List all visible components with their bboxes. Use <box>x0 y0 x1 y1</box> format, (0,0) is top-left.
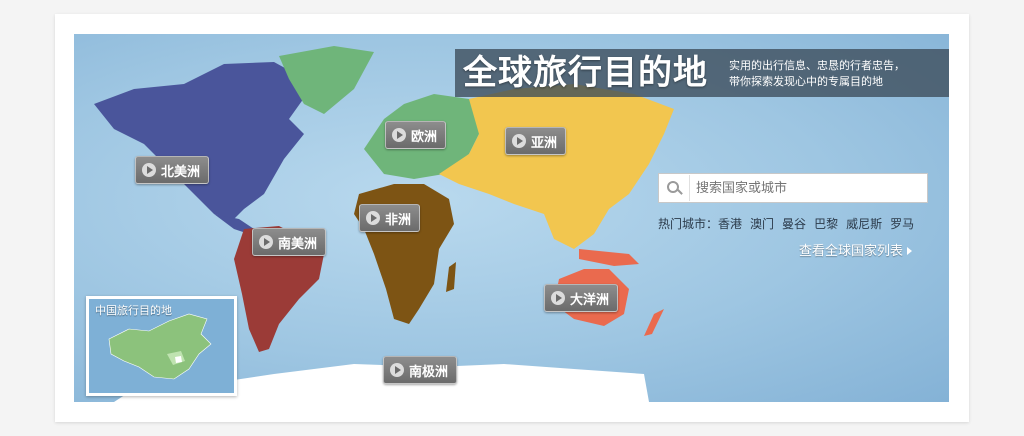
continent-label: 北美洲 <box>161 164 201 180</box>
continent-button-antarctica[interactable]: 南极洲 <box>383 356 458 384</box>
continent-button-north-america[interactable]: 北美洲 <box>135 156 210 184</box>
continent-label: 南极洲 <box>409 364 449 380</box>
greenland-region[interactable] <box>279 46 374 114</box>
hot-city-link[interactable]: 巴黎 <box>814 217 839 231</box>
continent-label: 大洋洲 <box>570 292 610 308</box>
continent-label: 亚洲 <box>531 135 558 151</box>
china-inset-map[interactable]: 中国旅行目的地 <box>86 296 237 396</box>
search-icon[interactable] <box>659 174 689 202</box>
continent-button-oceania[interactable]: 大洋洲 <box>544 284 619 312</box>
north-america-region[interactable] <box>94 62 314 219</box>
hot-city-link[interactable]: 威尼斯 <box>846 217 883 231</box>
banner-subtitle-line2: 带你探索发现心中的专属目的地 <box>729 75 883 88</box>
play-icon <box>366 211 380 225</box>
chevron-right-icon <box>907 247 913 255</box>
play-icon <box>392 128 406 142</box>
continent-label: 南美洲 <box>278 236 318 252</box>
continent-label: 非洲 <box>385 212 412 228</box>
hot-cities: 热门城市：香港 澳门 曼谷 巴黎 威尼斯 罗马 <box>658 215 914 232</box>
continent-button-africa[interactable]: 非洲 <box>359 204 421 232</box>
play-icon <box>259 235 273 249</box>
china-inset-label: 中国旅行目的地 <box>95 304 172 317</box>
destination-search <box>658 173 928 203</box>
title-banner: 全球旅行目的地 实用的出行信息、忠恳的行者忠告， 带你探索发现心中的专属目的地 <box>455 49 949 97</box>
banner-subtitle: 实用的出行信息、忠恳的行者忠告， 带你探索发现心中的专属目的地 <box>729 58 905 90</box>
hot-city-link[interactable]: 罗马 <box>890 217 915 231</box>
china-map-shape <box>108 313 212 380</box>
new-zealand-region[interactable] <box>644 309 664 336</box>
hot-city-link[interactable]: 澳门 <box>750 217 775 231</box>
play-icon <box>390 363 404 377</box>
play-icon <box>512 134 526 148</box>
play-icon <box>142 163 156 177</box>
south-america-region[interactable] <box>234 226 324 352</box>
continent-button-europe[interactable]: 欧洲 <box>385 121 447 149</box>
all-countries-link[interactable]: 查看全球国家列表 <box>799 240 913 259</box>
search-input[interactable] <box>689 175 927 201</box>
hot-city-link[interactable]: 香港 <box>718 217 743 231</box>
banner-subtitle-line1: 实用的出行信息、忠恳的行者忠告， <box>729 59 905 72</box>
asia-region[interactable] <box>439 84 674 249</box>
continent-button-south-america[interactable]: 南美洲 <box>252 228 327 256</box>
play-icon <box>551 291 565 305</box>
all-countries-label: 查看全球国家列表 <box>799 244 904 259</box>
hot-city-link[interactable]: 曼谷 <box>782 217 807 231</box>
hot-cities-label: 热门城市： <box>658 217 719 231</box>
madagascar-region[interactable] <box>446 262 456 292</box>
page-title: 全球旅行目的地 <box>463 53 708 93</box>
world-map: 全球旅行目的地 实用的出行信息、忠恳的行者忠告， 带你探索发现心中的专属目的地 … <box>74 34 949 402</box>
indonesia-region[interactable] <box>579 249 639 266</box>
continent-label: 欧洲 <box>411 129 438 145</box>
continent-button-asia[interactable]: 亚洲 <box>505 127 567 155</box>
antarctica-region[interactable] <box>114 364 649 402</box>
